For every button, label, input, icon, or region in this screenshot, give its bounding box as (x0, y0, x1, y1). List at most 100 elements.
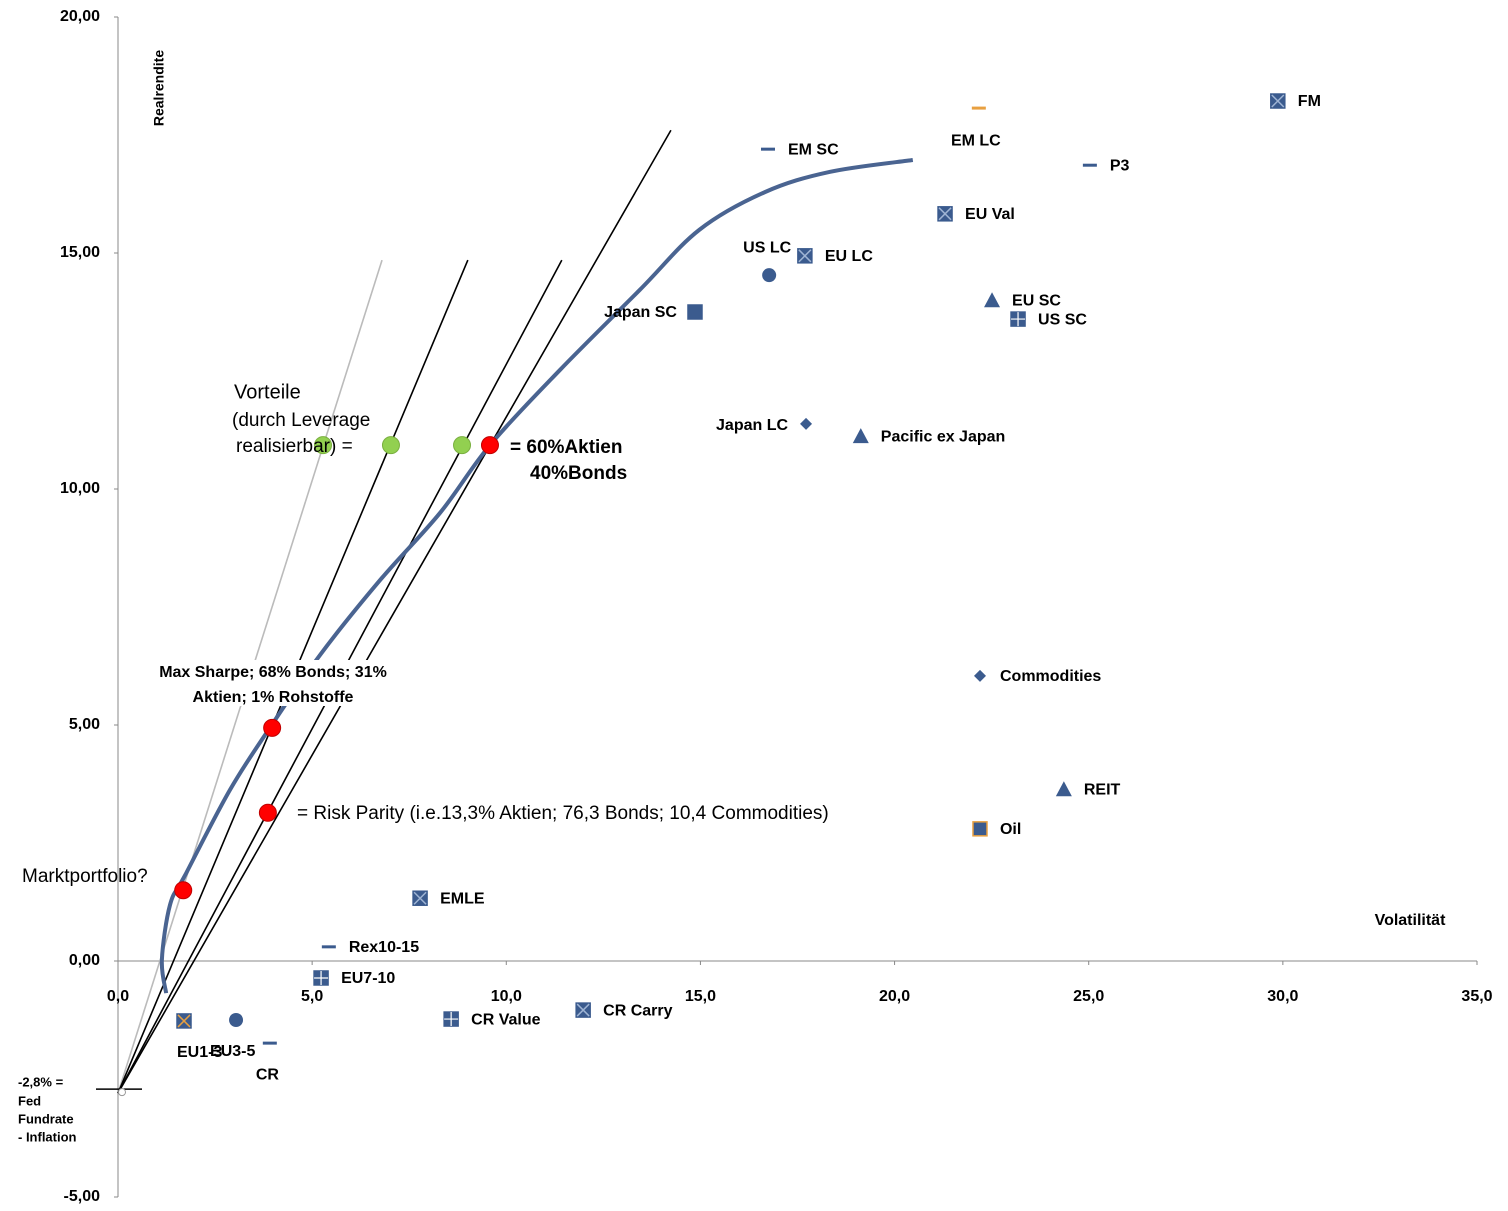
data-label: CR Carry (603, 1002, 672, 1019)
y-axis-title: Realrendite (151, 50, 167, 126)
marker (262, 1041, 277, 1045)
annotation: = Risk Parity (i.e.13,3% Aktien; 76,3 Bo… (297, 803, 829, 824)
data-label: Rex10-15 (349, 939, 419, 956)
marker-cross (177, 1014, 191, 1028)
data-point (972, 821, 988, 837)
annotation: Fed (18, 1093, 41, 1108)
highlight-point (314, 436, 333, 455)
annotation: realisierbar) = (236, 436, 353, 457)
y-tick-label: 15,00 (60, 244, 100, 261)
annotation: Fundrate (18, 1111, 74, 1126)
x-axis-title: Volatilität (1375, 912, 1446, 929)
data-point (443, 1011, 459, 1027)
highlight-point (480, 436, 499, 455)
x-tick-label: 10,0 (491, 988, 522, 1005)
plot-marks (174, 93, 1286, 1045)
marker (1055, 781, 1072, 797)
efficient-frontier (159, 158, 914, 994)
data-label: Japan LC (716, 417, 788, 434)
highlight-point (174, 881, 193, 900)
marker-cross (413, 891, 427, 905)
data-label: Oil (1000, 821, 1021, 838)
data-point (176, 1013, 192, 1029)
data-point (1055, 781, 1072, 797)
marker (1082, 163, 1097, 167)
x-tick-label: 20,0 (879, 988, 910, 1005)
marker (973, 669, 986, 682)
annotation: -2,8% = (18, 1074, 64, 1089)
highlight-point (453, 436, 472, 455)
y-tick-label: 0,00 (69, 952, 100, 969)
data-point (229, 1013, 244, 1027)
data-label: Japan SC (604, 304, 677, 321)
marker (984, 292, 1001, 308)
data-point (262, 1041, 277, 1045)
y-tick-label: 10,00 (60, 480, 100, 497)
data-label: Pacific ex Japan (881, 428, 1006, 445)
x-tick-label: 15,0 (685, 988, 716, 1005)
data-point (937, 206, 953, 222)
data-label: EU7-10 (341, 970, 395, 987)
marker-cross (576, 1003, 590, 1017)
data-point (1082, 163, 1097, 167)
data-label: EU3-5 (210, 1043, 255, 1060)
x-tick-label: 30,0 (1267, 988, 1298, 1005)
annotation: (durch Leverage (232, 410, 370, 431)
marker (971, 106, 986, 110)
data-point (313, 970, 329, 986)
annotation: = 60%Aktien (510, 437, 622, 458)
label-background (145, 660, 400, 706)
data-point (687, 304, 703, 320)
marker-cross (798, 249, 812, 263)
data-point (760, 147, 775, 151)
data-label: EM SC (788, 141, 839, 158)
y-tick-label: 5,00 (69, 716, 100, 733)
marker (229, 1013, 244, 1027)
data-point (973, 669, 986, 682)
marker (321, 945, 336, 949)
data-point (762, 268, 777, 283)
data-label: REIT (1084, 781, 1121, 798)
annotation: Vorteile (234, 381, 301, 403)
highlight-point (263, 718, 282, 737)
data-label: CR Value (471, 1011, 540, 1028)
data-label: EU SC (1012, 292, 1061, 309)
y-tick-label: 20,00 (60, 8, 100, 25)
leverage-line (117, 129, 672, 1094)
marker-plus (314, 970, 329, 985)
data-label: EU LC (825, 248, 873, 265)
highlight-point (258, 803, 277, 822)
data-point (971, 106, 986, 110)
data-point (412, 890, 428, 906)
data-point (852, 428, 869, 444)
marker-cross (1271, 94, 1285, 108)
annotation: Marktportfolio? (22, 866, 148, 887)
data-label: EU Val (965, 206, 1015, 223)
marker (762, 268, 777, 283)
data-label: CR (256, 1066, 280, 1083)
x-tick-label: 0,0 (107, 988, 129, 1005)
annotation: - Inflation (18, 1129, 77, 1144)
annotation: Max Sharpe; 68% Bonds; 31% (159, 664, 387, 681)
x-tick-label: 5,0 (301, 988, 323, 1005)
data-point (1270, 93, 1286, 109)
data-point (797, 248, 813, 264)
data-label: EMLE (440, 890, 485, 907)
highlight-point (381, 436, 400, 455)
origin-marker (118, 1088, 126, 1097)
marker (687, 304, 703, 320)
marker (972, 821, 988, 837)
data-point (984, 292, 1001, 308)
y-tick-label: -5,00 (64, 1188, 101, 1205)
marker-plus (1011, 312, 1026, 327)
data-label: P3 (1110, 157, 1130, 174)
data-label: US SC (1038, 311, 1087, 328)
data-label: EU1-3 (177, 1044, 222, 1061)
annotation: 40%Bonds (530, 463, 627, 484)
plot-lines (96, 16, 1478, 1198)
data-label: US LC (743, 239, 791, 256)
data-point (1010, 311, 1026, 327)
marker-plus (444, 1012, 459, 1027)
annotation: Aktien; 1% Rohstoffe (193, 689, 354, 706)
